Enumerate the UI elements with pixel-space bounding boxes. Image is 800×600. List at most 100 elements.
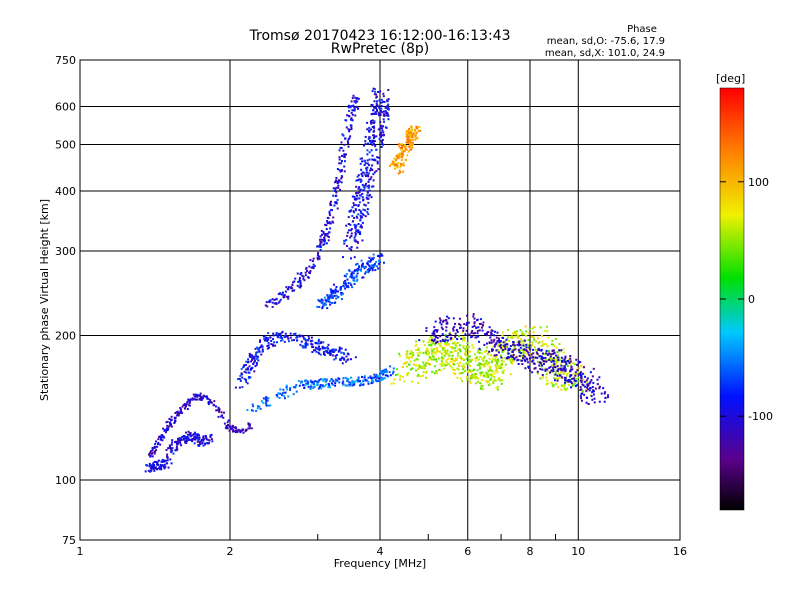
data-point	[304, 271, 307, 274]
data-point	[473, 321, 476, 324]
colorbar-tick-label: 0	[748, 293, 755, 306]
data-point	[276, 335, 279, 338]
data-point	[317, 299, 320, 302]
data-point	[457, 364, 460, 367]
data-point	[335, 176, 338, 179]
data-point	[350, 283, 353, 286]
data-point	[323, 236, 326, 239]
data-point	[495, 354, 498, 357]
data-point	[247, 358, 250, 361]
data-point	[438, 368, 441, 371]
data-point	[196, 434, 199, 437]
data-point	[396, 162, 399, 165]
data-point	[355, 192, 358, 195]
data-point	[536, 360, 539, 363]
data-point	[412, 352, 415, 355]
data-point	[160, 468, 163, 471]
data-point	[487, 370, 490, 373]
data-point	[412, 133, 415, 136]
data-point	[292, 385, 295, 388]
data-point	[278, 300, 281, 303]
data-point	[589, 380, 592, 383]
data-point	[350, 124, 353, 127]
data-point	[277, 301, 280, 304]
data-point	[485, 332, 488, 335]
data-point	[520, 359, 523, 362]
data-point	[501, 370, 504, 373]
data-point	[398, 352, 401, 355]
data-point	[316, 305, 319, 308]
data-point	[157, 459, 160, 462]
data-point	[330, 352, 333, 355]
data-point	[408, 363, 411, 366]
data-point	[518, 342, 521, 345]
data-point	[471, 325, 474, 328]
data-point	[563, 383, 566, 386]
data-point	[243, 370, 246, 373]
data-point	[344, 348, 347, 351]
data-point	[372, 87, 375, 90]
data-point	[508, 347, 511, 350]
data-point	[427, 353, 430, 356]
data-point	[353, 283, 356, 286]
data-point	[430, 352, 433, 355]
data-point	[351, 206, 354, 209]
data-point	[512, 359, 515, 362]
data-point	[186, 401, 189, 404]
data-point	[244, 430, 247, 433]
data-point	[483, 374, 486, 377]
y-tick-label: 100	[55, 474, 76, 487]
data-point	[445, 329, 448, 332]
data-point	[580, 371, 583, 374]
data-point	[471, 330, 474, 333]
data-point	[467, 362, 470, 365]
data-point	[182, 435, 185, 438]
data-point	[371, 185, 374, 188]
data-point	[344, 279, 347, 282]
data-point	[479, 348, 482, 351]
data-point	[507, 336, 510, 339]
data-point	[483, 343, 486, 346]
data-point	[323, 354, 326, 357]
data-point	[344, 137, 347, 140]
data-point	[319, 384, 322, 387]
data-point	[187, 398, 190, 401]
data-point	[353, 204, 356, 207]
data-point	[191, 398, 194, 401]
data-point	[489, 379, 492, 382]
data-point	[526, 350, 529, 353]
data-point	[374, 93, 377, 96]
data-point	[234, 427, 237, 430]
data-point	[330, 200, 333, 203]
data-point	[502, 337, 505, 340]
data-point	[466, 370, 469, 373]
data-point	[327, 343, 330, 346]
data-point	[357, 174, 360, 177]
data-point	[149, 466, 152, 469]
data-point	[465, 357, 468, 360]
data-point	[580, 388, 583, 391]
data-point	[591, 386, 594, 389]
data-point	[165, 429, 168, 432]
data-point	[188, 400, 191, 403]
data-point	[317, 380, 320, 383]
data-point	[445, 344, 448, 347]
x-tick-label: 16	[673, 545, 687, 558]
data-point	[519, 346, 522, 349]
data-point	[317, 338, 320, 341]
data-point	[333, 189, 336, 192]
data-point	[431, 336, 434, 339]
data-point	[518, 359, 521, 362]
data-point	[379, 254, 382, 257]
data-point	[458, 356, 461, 359]
data-point	[361, 196, 364, 199]
data-point	[494, 343, 497, 346]
data-point	[488, 326, 491, 329]
data-point	[532, 336, 535, 339]
data-point	[351, 113, 354, 116]
data-point	[393, 163, 396, 166]
data-point	[358, 186, 361, 189]
data-point	[536, 352, 539, 355]
data-point	[366, 190, 369, 193]
data-point	[181, 412, 184, 415]
